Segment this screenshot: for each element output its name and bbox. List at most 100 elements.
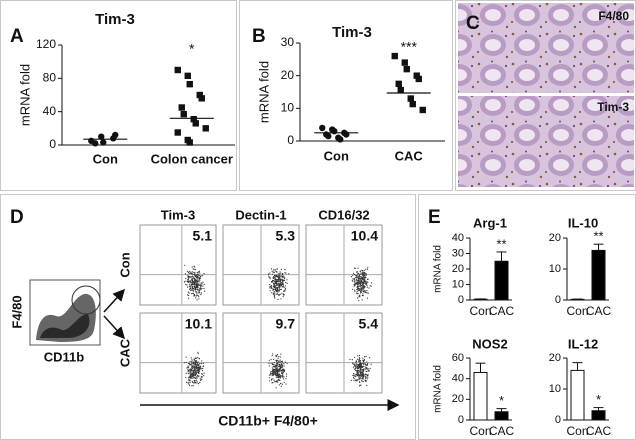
event-dot (271, 372, 273, 375)
event-dot (280, 361, 282, 363)
event-dot (364, 356, 366, 358)
event-dot (186, 281, 188, 283)
y-tick-label: 10 (549, 383, 561, 395)
event-dot (273, 366, 275, 368)
event-dot (275, 285, 277, 287)
event-dot (275, 289, 277, 291)
y-tick-label: 80 (43, 71, 57, 85)
event-dot (200, 289, 202, 291)
event-dot (364, 368, 366, 370)
event-dot (273, 368, 276, 371)
chart-title: IL-12 (568, 336, 598, 351)
event-dot (198, 383, 200, 385)
event-dot (277, 370, 279, 372)
event-dot (362, 378, 364, 380)
event-dot (367, 370, 369, 372)
event-dot (352, 374, 354, 377)
event-dot (281, 372, 283, 374)
event-dot (195, 366, 197, 368)
event-dot (283, 368, 285, 370)
event-dot (275, 354, 277, 356)
event-dot (278, 273, 280, 275)
event-dot (357, 372, 359, 374)
event-dot (276, 284, 278, 286)
event-dot (273, 270, 275, 272)
event-dot (362, 377, 364, 379)
event-dot (358, 282, 360, 284)
event-dot (193, 375, 195, 377)
chart-title: Tim-3 (332, 24, 372, 41)
event-dot (189, 370, 191, 372)
event-dot (192, 286, 194, 288)
event-dot (281, 370, 283, 372)
event-dot (188, 283, 191, 285)
event-dot (191, 385, 193, 387)
event-dot (196, 367, 198, 369)
y-axis-label: mRNA fold (17, 64, 32, 126)
event-dot (198, 296, 200, 298)
event-dot (278, 290, 280, 292)
event-dot (350, 379, 352, 381)
event-dot (199, 279, 201, 281)
event-dot (357, 277, 359, 279)
event-dot (202, 366, 204, 368)
event-dot (187, 291, 189, 293)
event-dot (188, 373, 190, 375)
event-dot (201, 288, 203, 290)
event-dot (191, 289, 193, 291)
event-dot (186, 284, 188, 286)
percentage: 9.7 (276, 316, 296, 332)
event-dot (370, 282, 373, 284)
event-dot (199, 278, 201, 280)
event-dot (355, 360, 357, 362)
event-dot (197, 361, 199, 363)
y-tick-label: 20 (549, 352, 561, 364)
event-dot (365, 283, 367, 285)
event-dot (274, 286, 276, 288)
event-dot (281, 383, 283, 385)
event-dot (359, 371, 362, 373)
event-dot (365, 274, 367, 276)
event-dot (361, 273, 363, 275)
event-dot (198, 277, 200, 279)
chart-title: IL-10 (568, 215, 598, 230)
event-dot (354, 289, 356, 291)
event-dot (190, 284, 192, 286)
event-dot (282, 280, 284, 282)
event-dot (365, 364, 367, 366)
event-dot (361, 287, 363, 289)
event-dot (279, 274, 281, 276)
event-dot (362, 295, 364, 297)
event-dot (193, 363, 196, 365)
event-dot (198, 358, 200, 360)
event-dot (358, 277, 360, 279)
event-dot (363, 285, 365, 287)
event-dot (274, 381, 276, 383)
event-dot (272, 353, 274, 355)
event-dot (366, 361, 368, 363)
event-dot (365, 355, 367, 357)
event-dot (356, 283, 358, 286)
event-dot (274, 371, 276, 373)
event-dot (191, 359, 193, 361)
event-dot (200, 378, 202, 381)
event-dot (196, 288, 198, 291)
event-dot (275, 269, 277, 271)
event-dot (362, 357, 364, 359)
event-dot (183, 281, 185, 283)
event-dot (277, 289, 279, 291)
event-dot (283, 294, 285, 296)
event-dot (200, 292, 203, 294)
event-dot (363, 269, 365, 272)
event-dot (194, 382, 196, 384)
event-dot (274, 373, 276, 375)
event-dot (282, 296, 284, 298)
panel-letter: D (10, 207, 24, 228)
event-dot (192, 273, 194, 275)
y-tick-label: 0 (49, 137, 56, 151)
event-dot (190, 365, 193, 367)
event-dot (285, 375, 288, 377)
event-dot (356, 370, 358, 372)
event-dot (282, 275, 284, 277)
